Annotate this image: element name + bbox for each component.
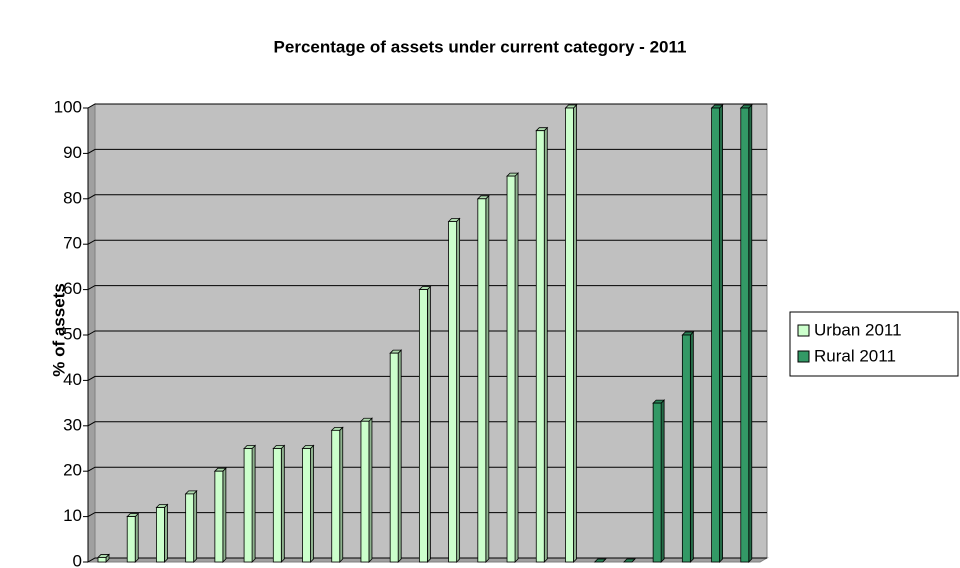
legend-swatch — [797, 350, 810, 363]
bar — [447, 217, 461, 563]
bar-face — [740, 107, 750, 563]
bar-face — [506, 175, 516, 563]
bar-face — [126, 516, 136, 563]
bar-face — [339, 426, 344, 563]
y-tick-label: 10 — [63, 506, 82, 525]
legend-label: Urban 2011 — [814, 320, 902, 339]
bar-face — [652, 402, 662, 563]
bar-face — [360, 420, 370, 563]
bar-face — [280, 444, 285, 563]
bar — [476, 194, 490, 563]
y-tick-label: 70 — [63, 234, 82, 253]
bar-face — [681, 334, 691, 563]
bar-face — [156, 507, 165, 563]
bar-face — [514, 172, 519, 563]
bar-face — [448, 221, 458, 563]
bar-face — [302, 448, 311, 563]
y-tick-label: 40 — [63, 370, 82, 389]
y-tick-label: 20 — [63, 461, 82, 480]
bar-face — [748, 104, 753, 563]
bar — [681, 331, 695, 563]
bar — [710, 104, 724, 563]
bar-face — [193, 489, 198, 563]
y-tick-label: 90 — [63, 143, 82, 162]
bar-face — [689, 331, 694, 563]
bar-face — [310, 444, 314, 563]
bar — [97, 553, 110, 563]
bar-face — [711, 107, 720, 563]
y-tick-label: 0 — [73, 551, 82, 568]
bar-face — [251, 444, 256, 563]
bar-face — [368, 417, 373, 563]
bar-face — [331, 429, 341, 563]
bar — [155, 503, 169, 563]
bar-face — [272, 448, 282, 563]
bar — [564, 104, 578, 563]
bar — [301, 444, 315, 563]
bar — [506, 172, 520, 563]
grid-line — [87, 103, 767, 109]
bar-face — [185, 493, 195, 563]
bar-face — [426, 285, 431, 563]
y-axis-title: % of assets — [49, 283, 68, 377]
bar-face — [214, 470, 224, 563]
y-tick-label: 80 — [63, 188, 82, 207]
bar-face — [622, 558, 636, 563]
bar-face — [418, 289, 428, 563]
bar-face — [573, 104, 577, 563]
bar — [243, 444, 257, 563]
bar — [622, 558, 636, 563]
bar-face — [485, 194, 490, 563]
bar — [213, 467, 227, 563]
bar — [593, 558, 607, 563]
bar-face — [397, 349, 402, 563]
legend-label: Rural 2011 — [814, 346, 896, 365]
bar-face — [134, 512, 139, 563]
y-tick-label: 60 — [63, 279, 82, 298]
bar-face — [456, 217, 461, 563]
chart-title: Percentage of assets under current categ… — [274, 37, 687, 56]
bar — [535, 126, 549, 563]
bar — [184, 489, 198, 563]
bar-face — [477, 198, 487, 563]
bar-face — [565, 107, 574, 563]
legend-swatch — [797, 324, 810, 337]
bar-face — [243, 448, 253, 563]
bar — [652, 399, 666, 563]
y-tick-label: 100 — [54, 97, 82, 116]
bar-face — [389, 352, 399, 563]
bar — [330, 426, 344, 563]
bar-face — [660, 399, 665, 563]
bar-face — [535, 130, 545, 563]
bar — [126, 512, 140, 563]
y-tick-label: 50 — [63, 324, 82, 343]
bar — [272, 444, 286, 563]
bar — [739, 104, 753, 563]
bar-face — [719, 104, 723, 563]
bar-face — [222, 467, 227, 563]
y-tick-label: 30 — [63, 415, 82, 434]
bar — [418, 285, 432, 563]
bar — [359, 417, 373, 563]
bar-face — [164, 503, 168, 563]
bar — [389, 349, 403, 563]
bar-face — [543, 126, 548, 563]
legend-box — [789, 311, 959, 377]
bar-face — [593, 558, 607, 563]
bar-face — [97, 557, 107, 563]
